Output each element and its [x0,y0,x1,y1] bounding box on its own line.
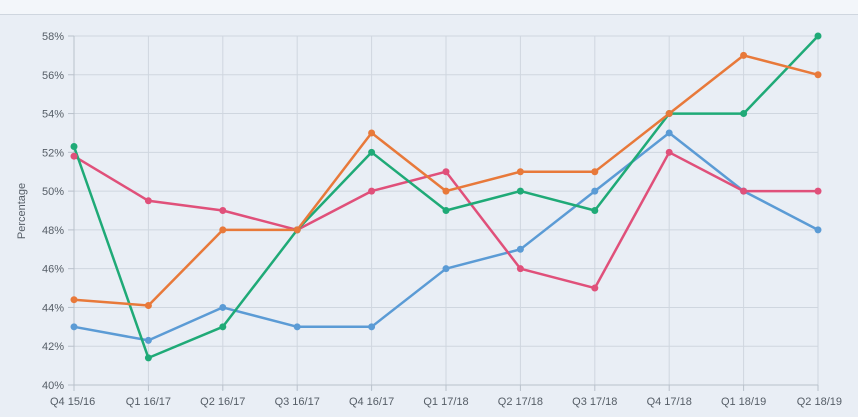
data-point [368,129,376,137]
series-points [70,32,822,362]
data-point [144,354,152,362]
x-tick-label: Q3 17/18 [572,396,617,408]
data-point [368,187,376,195]
y-tick-label: 48% [42,225,64,237]
x-tick-label: Q2 17/18 [498,396,543,408]
data-point [814,71,822,79]
data-point [70,296,78,304]
x-tick-label: Q4 17/18 [647,396,692,408]
y-tick-label: 44% [42,302,64,314]
x-tick-label: Q1 18/19 [721,396,766,408]
data-point [516,245,524,253]
data-point [442,168,450,176]
data-point [70,143,78,151]
data-point [665,129,673,137]
data-point [814,187,822,195]
y-tick-label: 52% [42,147,64,159]
y-tick-label: 54% [42,109,64,121]
y-tick-label: 42% [42,341,64,353]
data-point [516,187,524,195]
data-point [70,152,78,160]
data-point [70,323,78,331]
data-point [219,207,227,214]
data-point [814,32,822,40]
data-point [740,51,748,59]
data-point [740,187,748,195]
data-point [293,226,301,234]
x-tick-label: Q4 16/17 [349,396,394,408]
data-point [814,226,822,234]
x-tick-label: Q3 16/17 [275,396,320,408]
data-point [368,148,376,156]
data-point [740,110,748,118]
data-point [665,148,673,156]
data-point [293,323,301,331]
data-point [591,168,599,176]
data-point [144,197,152,205]
data-point [591,187,599,195]
data-point [144,336,152,344]
data-point [219,226,227,234]
y-tick-label: 56% [42,70,64,82]
x-tick-label: Q4 15/16 [50,396,95,408]
data-point [368,323,376,331]
y-tick-label: 40% [42,380,64,392]
y-tick-label: 46% [42,264,64,276]
x-tick-label: Q1 16/17 [126,396,171,408]
x-tick-label: Q2 16/17 [200,396,245,408]
x-tick-label: Q2 18/19 [797,396,842,408]
x-tick-label: Q1 17/18 [423,396,468,408]
data-point [442,187,450,195]
data-point [442,265,450,273]
y-axis-label: Percentage [16,183,28,239]
data-point [516,168,524,176]
data-point [442,207,450,214]
y-tick-label: 50% [42,186,64,198]
data-point [144,302,152,310]
data-point [219,323,227,331]
data-point [665,110,673,118]
data-point [219,303,227,311]
y-tick-label: 58% [42,31,64,43]
axes: 40% 42% 44% 46% 48% 50% 52% 54% 56% 58% Q4 15/16 Q1… [42,31,842,408]
data-point [591,207,599,214]
data-point [516,265,524,273]
data-point [591,284,599,292]
top-panel-edge [0,0,858,15]
